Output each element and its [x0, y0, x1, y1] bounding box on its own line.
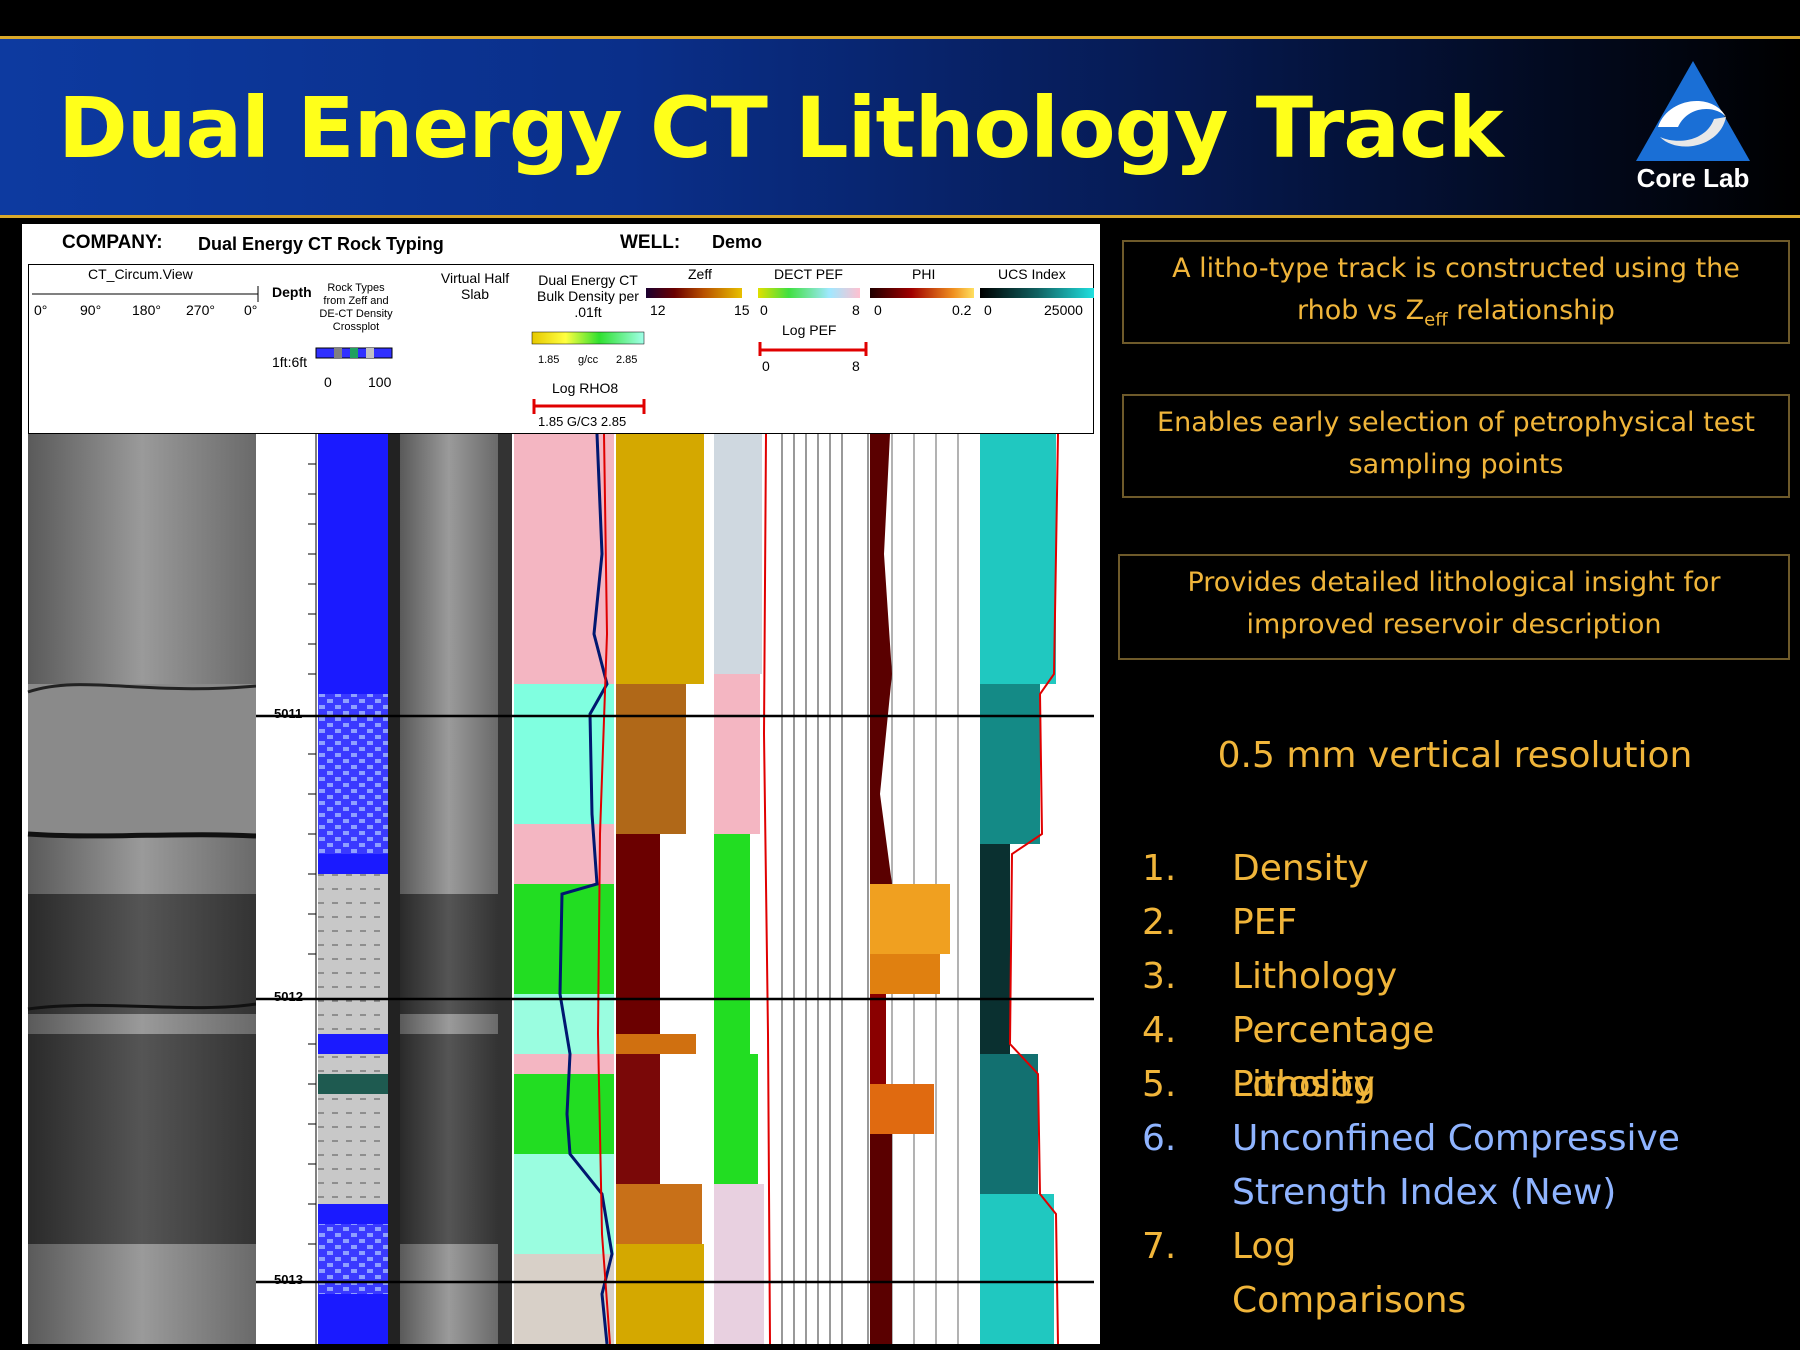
phi-label: PHI	[912, 266, 936, 282]
log-rhob-scale: 1.85 G/C3 2.85	[538, 414, 627, 429]
logo-text: Core Lab	[1636, 163, 1750, 193]
dect-pef-max: 8	[852, 302, 860, 318]
list-text: PEF	[1232, 902, 1298, 943]
ct-tick-0: 0°	[34, 302, 48, 318]
phi-max: 0.2	[952, 302, 972, 318]
ct-tick-270: 270°	[186, 302, 215, 318]
log-tracks	[27, 434, 1094, 1344]
ucs-max: 25000	[1044, 302, 1083, 318]
rock-scale-min: 0	[324, 374, 332, 390]
well-log-figure: COMPANY: Dual Energy CT Rock Typing WELL…	[22, 224, 1100, 1344]
ucs-min: 0	[984, 302, 992, 318]
log-header-graphics	[32, 286, 1094, 414]
list-text: Porosity	[1232, 1064, 1375, 1105]
company-label: COMPANY:	[62, 232, 163, 253]
company-value: Dual Energy CT Rock Typing	[198, 234, 444, 254]
depth-label: Depth	[272, 284, 312, 300]
list-num: 6.	[1142, 1118, 1177, 1159]
list-text: Density	[1232, 848, 1369, 889]
list-num: 3.	[1142, 956, 1177, 997]
list-num: 2.	[1142, 902, 1177, 943]
ct-tick-90: 90°	[80, 302, 102, 318]
list-num: 5.	[1142, 1064, 1177, 1105]
zeff-min: 12	[650, 302, 666, 318]
list-text: Percentage Litholog	[1232, 1010, 1435, 1105]
title-bar: Dual Energy CT Lithology Track Core Lab	[0, 36, 1800, 218]
density-scale-unit: g/cc	[578, 354, 599, 366]
well-label: WELL:	[620, 232, 681, 253]
well-value: Demo	[712, 232, 763, 252]
resolution-text: 0.5 mm vertical resolution	[1217, 735, 1693, 776]
scale-label: 1ft:6ft	[272, 354, 308, 370]
density-scale-min: 1.85	[538, 354, 560, 366]
log-pef-min: 0	[762, 358, 770, 374]
ct-tick-360: 0°	[244, 302, 258, 318]
phi-min: 0	[874, 302, 882, 318]
dect-pef-min: 0	[760, 302, 768, 318]
corelab-logo: Core Lab	[1628, 57, 1758, 207]
ct-tick-180: 180°	[132, 302, 161, 318]
bulk-density-label: Dual Energy CT Bulk Density per .01ft	[537, 272, 639, 320]
depth-5012: 5012	[274, 989, 303, 1004]
info-box-insight: Provides detailed lithological insight f…	[1118, 554, 1790, 660]
list-num: 7.	[1142, 1226, 1177, 1267]
ct-circum-title: CT_Circum.View	[88, 266, 193, 282]
ucs-label: UCS Index	[998, 266, 1066, 282]
rock-types-label: Rock Types from Zeff and DE-CT Density C…	[319, 282, 393, 333]
info-litho-line1: A litho-type track is constructed using …	[1172, 253, 1740, 284]
depth-5011: 5011	[274, 706, 303, 721]
rock-scale-max: 100	[368, 374, 392, 390]
virtual-slab-label: Virtual Half Slab	[440, 270, 510, 302]
info-box-litho-track: A litho-type track is constructed using …	[1122, 240, 1790, 344]
slide-title: Dual Energy CT Lithology Track	[58, 79, 1504, 177]
zeff-label: Zeff	[688, 266, 712, 282]
list-num: 1.	[1142, 848, 1177, 889]
corelab-triangle-logo-icon	[1636, 61, 1750, 161]
list-text: Lithology	[1232, 956, 1398, 997]
zeff-max: 15	[734, 302, 750, 318]
log-pef-label: Log PEF	[782, 322, 837, 338]
log-header-box	[28, 264, 1094, 434]
info-litho-line2: rhob vs Zeff relationship	[1297, 295, 1615, 331]
info-box-sampling: Enables early selection of petrophysical…	[1122, 394, 1790, 498]
log-pef-max: 8	[852, 358, 860, 374]
list-num: 4.	[1142, 1010, 1177, 1051]
depth-5013: 5013	[274, 1272, 303, 1287]
dect-pef-label: DECT PEF	[774, 266, 843, 282]
density-scale-max: 2.85	[616, 354, 638, 366]
list-text: Unconfined Compressive Strength Index (N…	[1232, 1118, 1680, 1213]
log-rhob-label: Log RHO8	[552, 380, 619, 396]
list-text: Log Comparisons	[1232, 1226, 1467, 1321]
